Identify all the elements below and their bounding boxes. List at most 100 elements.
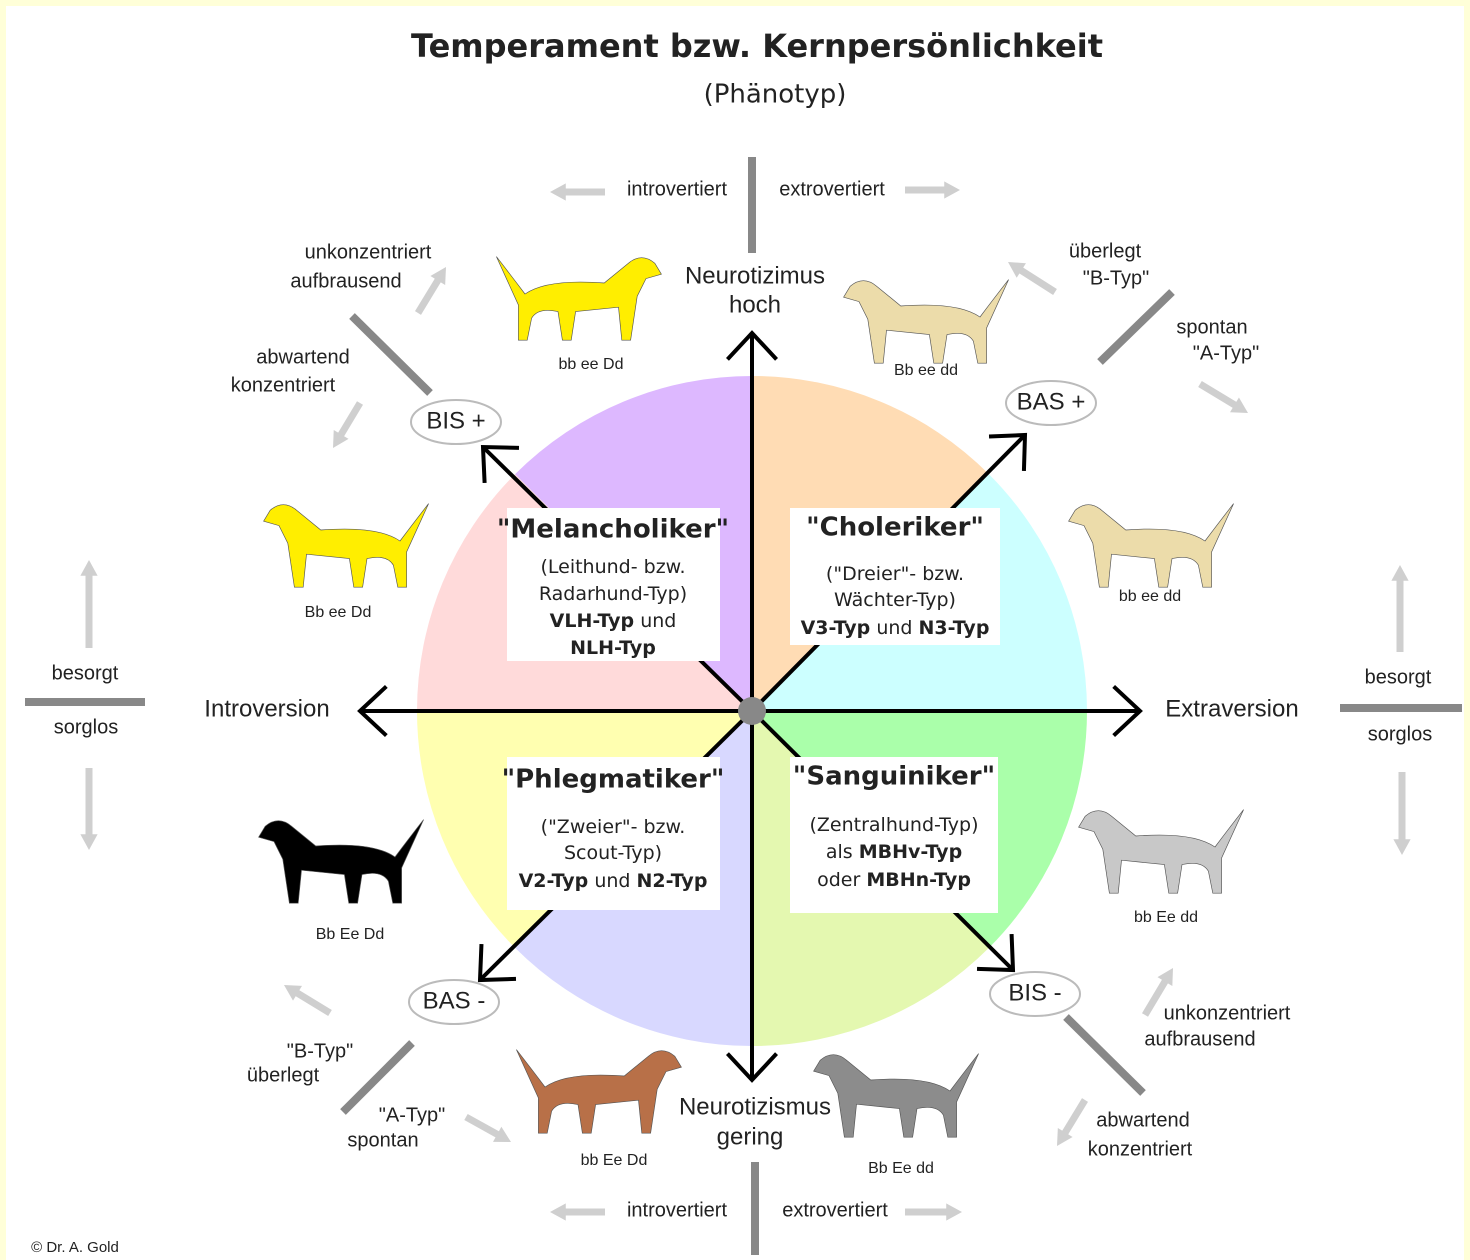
genotype-label: bb Ee dd	[1134, 909, 1198, 926]
edge-label: extrovertiert	[779, 178, 885, 200]
quadrant-line: Scout-Typ)	[564, 842, 662, 864]
text-segment: V3-Typ	[801, 617, 871, 639]
text-segment: oder	[817, 869, 866, 891]
hint-arrow	[1064, 1100, 1085, 1134]
text-segment: Scout-Typ)	[564, 842, 662, 864]
hint-arrow	[1020, 270, 1055, 292]
quadrant-line: (Leithund- bzw.	[540, 556, 685, 578]
quadrant-name: "Choleriker"	[806, 513, 984, 543]
diagonal-label: konzentriert	[1088, 1138, 1193, 1160]
quadrant-line: Wächter-Typ)	[834, 589, 956, 611]
diagonal-label: konzentriert	[231, 374, 336, 396]
text-segment: (Zentralhund-Typ)	[809, 814, 978, 836]
divider-bar	[343, 1043, 412, 1112]
quadrant-name: "Phlegmatiker"	[502, 765, 725, 795]
quadrant-line: V2-Typ und N2-Typ	[519, 870, 708, 892]
title: Temperament bzw. Kernpersönlichkeit	[411, 27, 1103, 65]
quadrant-line: VLH-Typ und	[550, 610, 677, 632]
hint-arrow	[296, 992, 330, 1013]
hint-arrow-head	[80, 560, 97, 576]
quadrant-line: (Zentralhund-Typ)	[809, 814, 978, 836]
hint-arrow-head	[550, 183, 566, 200]
text-segment: ("Dreier"- bzw.	[826, 563, 964, 585]
text-segment: N3-Typ	[919, 617, 990, 639]
dog-silhouette	[1079, 810, 1244, 894]
genotype-label: Bb ee dd	[894, 362, 958, 379]
system-label: BAS -	[423, 987, 486, 1014]
diagonal-label: aufbrausend	[290, 270, 401, 292]
hint-arrow-head	[80, 834, 97, 850]
genotype-label: Bb Ee Dd	[316, 926, 384, 943]
axis-label: Extraversion	[1165, 695, 1298, 722]
axis-label: Introversion	[204, 695, 329, 722]
system-label: BAS +	[1017, 388, 1086, 415]
dog-silhouette	[516, 1050, 681, 1134]
hint-arrow	[418, 279, 439, 313]
hint-arrow-head	[550, 1203, 566, 1220]
page: Temperament bzw. Kernpersönlichkeit (Phä…	[6, 6, 1464, 1260]
quadrant-line: Radarhund-Typ)	[539, 583, 687, 605]
system-label: BIS +	[426, 407, 485, 434]
edge-label: sorglos	[1368, 723, 1432, 745]
diagonal-label: "A-Typ"	[1193, 342, 1259, 364]
hint-arrow-head	[944, 181, 960, 198]
copyright: © Dr. A. Gold	[31, 1239, 119, 1256]
quadrant-line: NLH-Typ	[570, 637, 656, 659]
quadrant-line: V3-Typ und N3-Typ	[801, 617, 990, 639]
diagonal-label: spontan	[1176, 316, 1247, 338]
diagonal-label: "B-Typ"	[1083, 267, 1149, 289]
edge-label: besorgt	[1365, 666, 1432, 688]
diagonal-label: überlegt	[1069, 240, 1142, 262]
text-segment: MBHv-Typ	[859, 841, 962, 863]
text-segment: Radarhund-Typ)	[539, 583, 687, 605]
quadrant-name: "Sanguiniker"	[793, 762, 995, 792]
dog-silhouette	[814, 1054, 979, 1138]
genotype-label: bb Ee Dd	[581, 1152, 648, 1169]
axis-label: gering	[717, 1123, 784, 1150]
text-segment: V2-Typ	[519, 870, 589, 892]
quadrant-line: ("Zweier"- bzw.	[541, 816, 686, 838]
divider-bar	[352, 316, 430, 393]
hint-arrow	[340, 403, 360, 436]
dog-silhouette	[264, 504, 429, 588]
text-segment: als	[826, 841, 859, 863]
dog-silhouette	[496, 257, 661, 341]
divider-bar	[1100, 292, 1172, 362]
quadrant-line: oder MBHn-Typ	[817, 869, 971, 891]
diagram: Temperament bzw. Kernpersönlichkeit (Phä…	[6, 6, 1464, 1260]
edge-label: introvertiert	[627, 178, 727, 200]
genotype-label: bb ee Dd	[559, 356, 624, 373]
dog-silhouette	[844, 280, 1009, 364]
divider-bar	[1066, 1017, 1143, 1093]
text-segment: und	[634, 610, 676, 632]
genotype-label: Bb Ee dd	[868, 1160, 934, 1177]
diagonal-label: "B-Typ"	[287, 1040, 353, 1062]
text-segment: und	[588, 870, 636, 892]
edge-label: sorglos	[54, 716, 118, 738]
axis-label: hoch	[729, 291, 781, 318]
genotype-label: bb ee dd	[1119, 588, 1181, 605]
text-segment: MBHn-Typ	[866, 869, 971, 891]
subtitle: (Phänotyp)	[704, 80, 847, 110]
edge-label: besorgt	[52, 662, 119, 684]
quadrant-line: ("Dreier"- bzw.	[826, 563, 964, 585]
edge-label: extrovertiert	[782, 1199, 888, 1221]
system-label: BIS -	[1008, 979, 1061, 1006]
genotype-label: Bb ee Dd	[305, 604, 372, 621]
axis-label: Neurotizimus	[685, 262, 825, 289]
hint-arrow	[466, 1117, 499, 1135]
hint-arrow-head	[1391, 565, 1408, 581]
axis-label: Neurotizismus	[679, 1093, 831, 1120]
diagonal-label: überlegt	[247, 1064, 320, 1086]
page-body: {"header":{"title":"Temperament bzw. Ker…	[0, 0, 1470, 1260]
diagonal-label: aufbrausend	[1144, 1028, 1255, 1050]
text-segment: VLH-Typ	[550, 610, 635, 632]
text-segment: und	[870, 617, 918, 639]
text-segment: NLH-Typ	[570, 637, 656, 659]
dog-silhouette	[259, 820, 424, 904]
hint-arrow-head	[946, 1203, 962, 1220]
diagonal-label: unkonzentriert	[305, 241, 432, 263]
quadrant-line: als MBHv-Typ	[826, 841, 962, 863]
quadrant-name: "Melancholiker"	[497, 515, 729, 545]
hint-arrow-head	[1393, 839, 1410, 855]
